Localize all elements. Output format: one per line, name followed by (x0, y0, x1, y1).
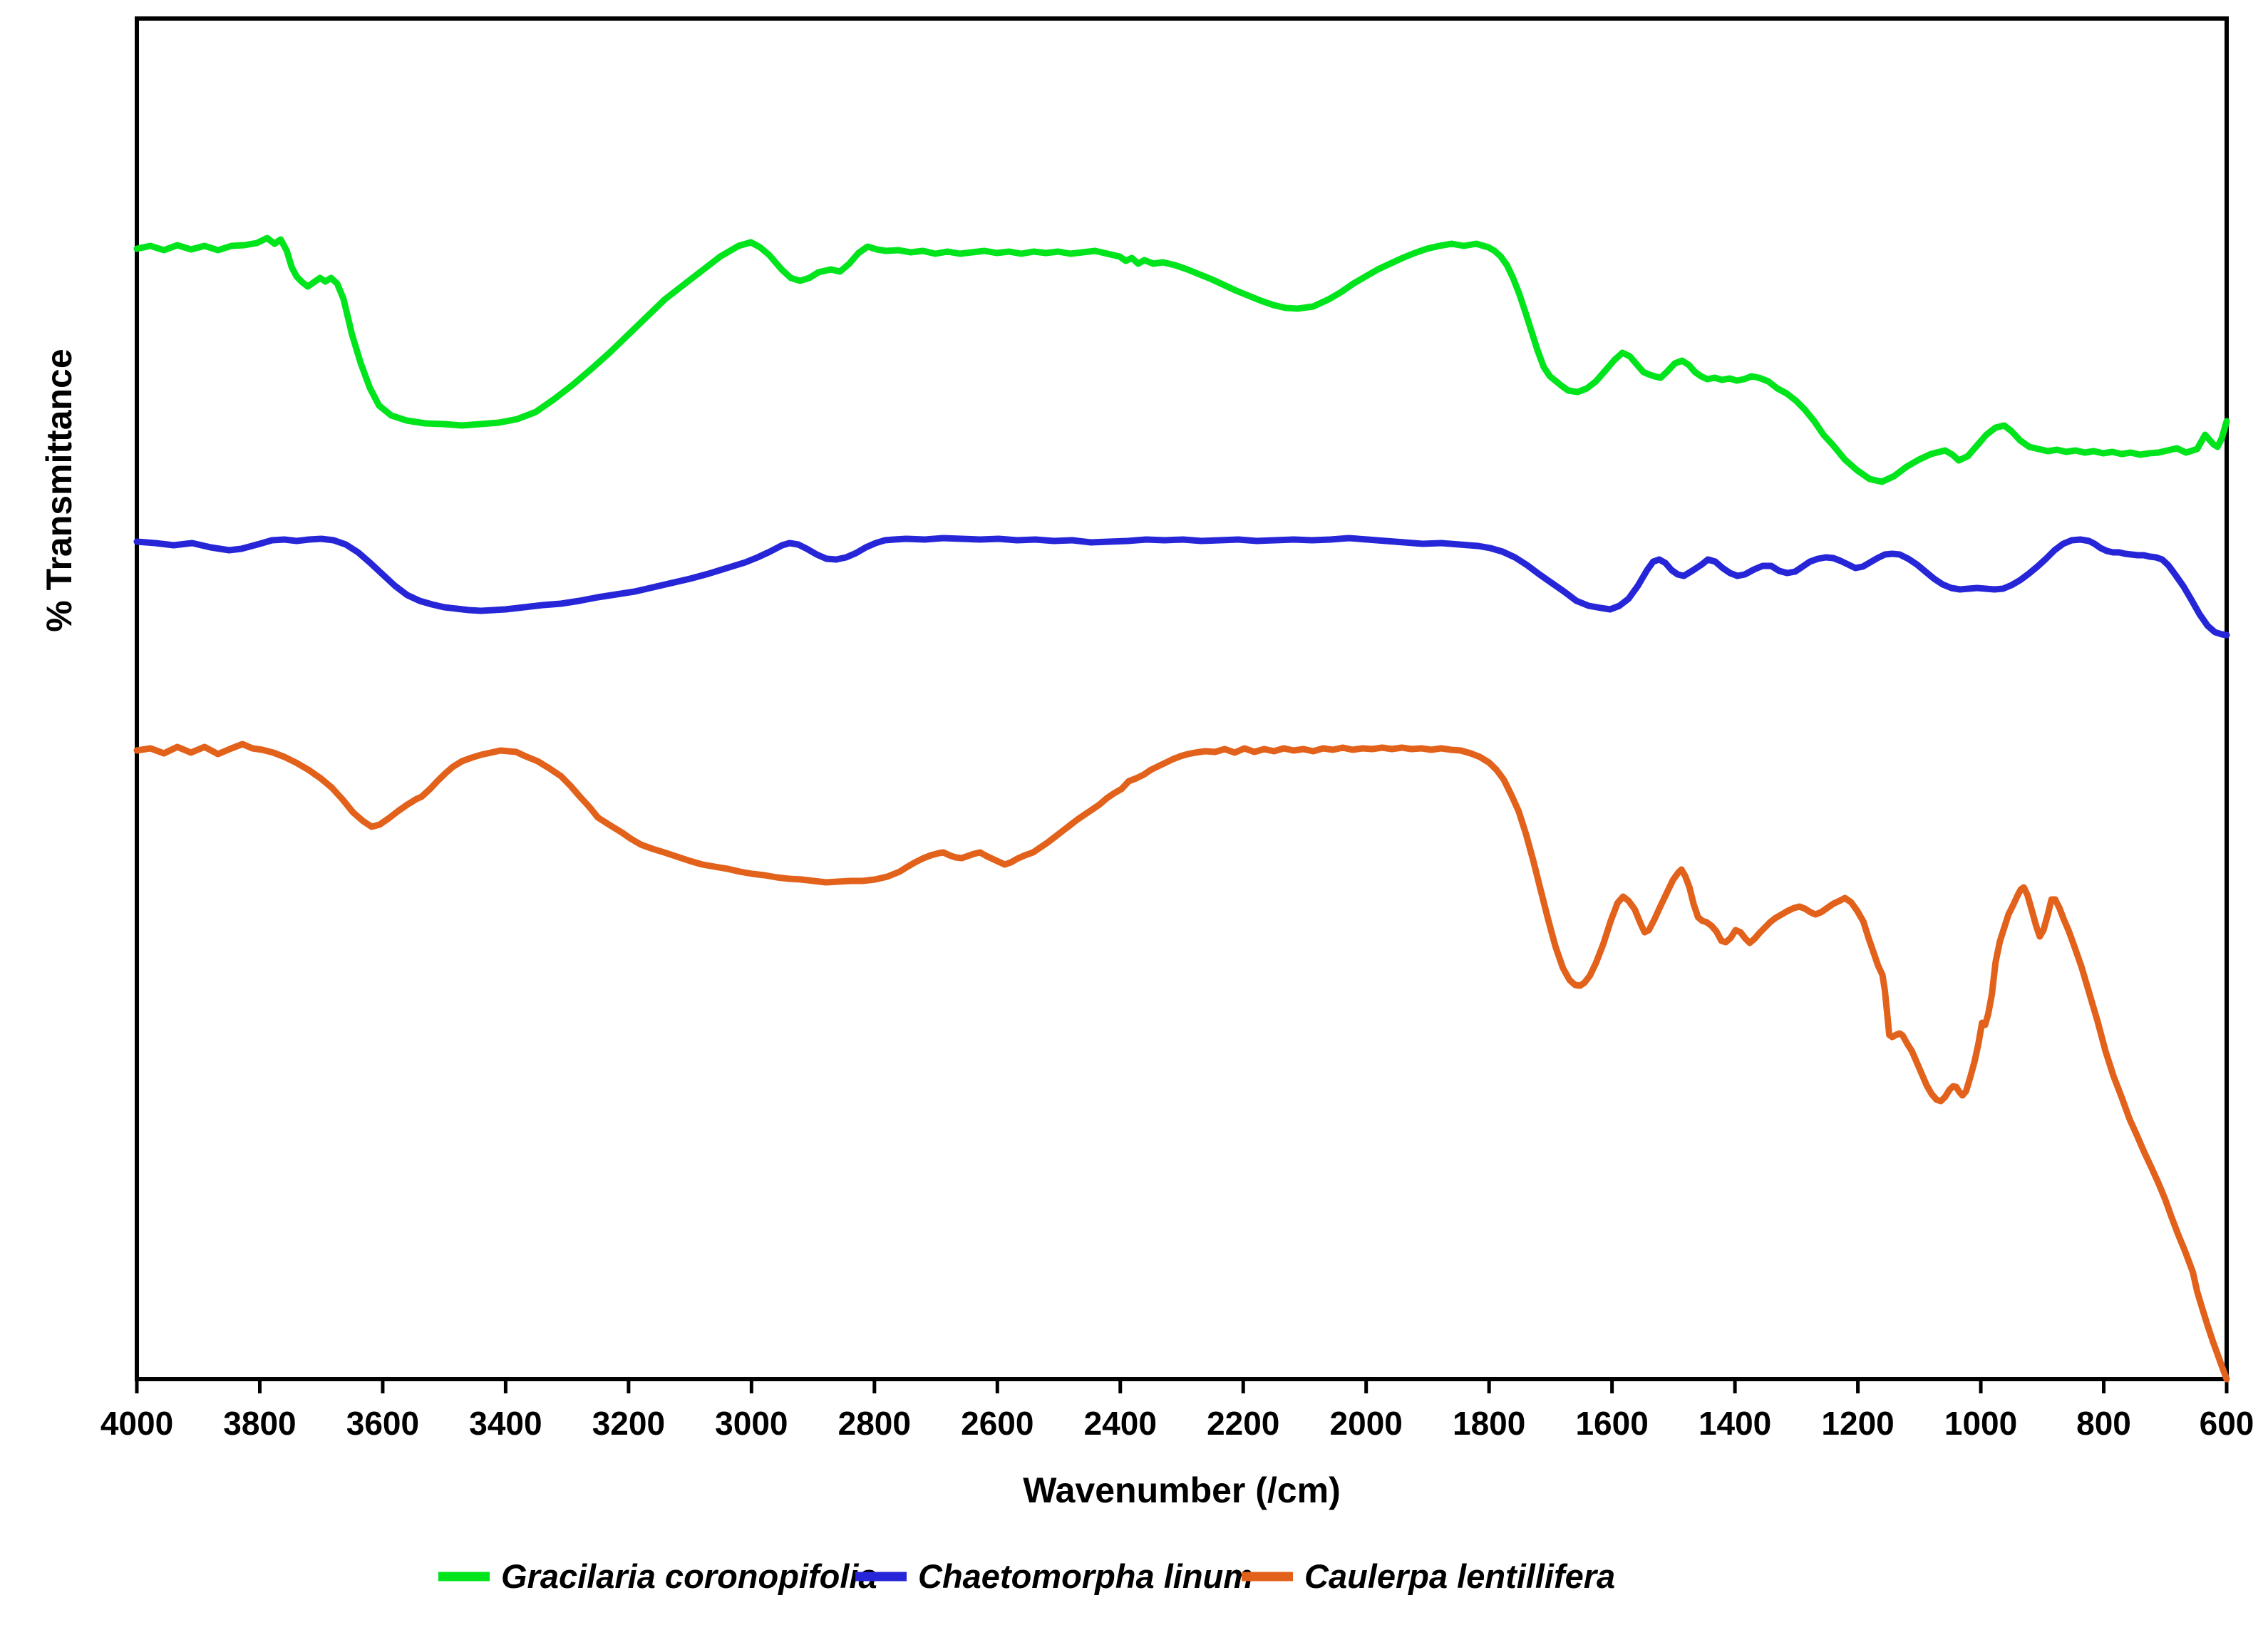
series-line-chaetomorpha-linum (133, 535, 2230, 639)
legend: Gracilaria coronopifolia Chaetomorpha lin… (438, 1557, 1615, 1595)
x-tick-label: 3400 (469, 1405, 542, 1442)
x-tick-label: 3200 (592, 1405, 665, 1442)
x-tick-label: 3000 (715, 1405, 788, 1442)
x-tick-label: 1000 (1944, 1405, 2017, 1442)
x-axis-title: Wavenumber (/cm) (1023, 1470, 1340, 1510)
x-tick-label: 800 (2076, 1405, 2131, 1442)
series-line-caulerpa-lentillifera (133, 741, 2230, 1383)
x-tick-label: 2200 (1207, 1405, 1279, 1442)
legend-item-gracilaria-coronopifolia: Gracilaria coronopifolia (438, 1557, 877, 1595)
legend-label: Caulerpa lentillifera (1304, 1557, 1615, 1595)
x-tick-label: 3800 (223, 1405, 296, 1442)
x-tick-label: 2600 (961, 1405, 1034, 1442)
x-tick-label: 2000 (1330, 1405, 1403, 1442)
x-tick-label: 2400 (1084, 1405, 1157, 1442)
series-line-gracilaria-coronopifolia (133, 234, 2230, 485)
x-tick-label: 2800 (838, 1405, 911, 1442)
x-tick-label: 600 (2200, 1405, 2254, 1442)
x-tick-label: 4000 (100, 1405, 173, 1442)
y-axis-title: % Transmittance (39, 349, 79, 631)
x-axis-ticks: 4000 3800 3600 3400 3200 3000 2800 2600 2400 2200… (100, 1379, 2254, 1442)
x-tick-label: 1800 (1453, 1405, 1525, 1442)
x-tick-label: 1600 (1575, 1405, 1648, 1442)
legend-label: Gracilaria coronopifolia (501, 1557, 877, 1595)
legend-label: Chaetomorpha linum (918, 1557, 1253, 1595)
legend-item-chaetomorpha-linum: Chaetomorpha linum (855, 1557, 1253, 1595)
x-tick-label: 1400 (1699, 1405, 1771, 1442)
plot-border (135, 16, 2229, 1381)
x-tick-label: 3600 (346, 1405, 419, 1442)
legend-item-caulerpa-lentillifera: Caulerpa lentillifera (1242, 1557, 1615, 1595)
series-lines (133, 234, 2230, 1383)
x-tick-label: 1200 (1821, 1405, 1894, 1442)
